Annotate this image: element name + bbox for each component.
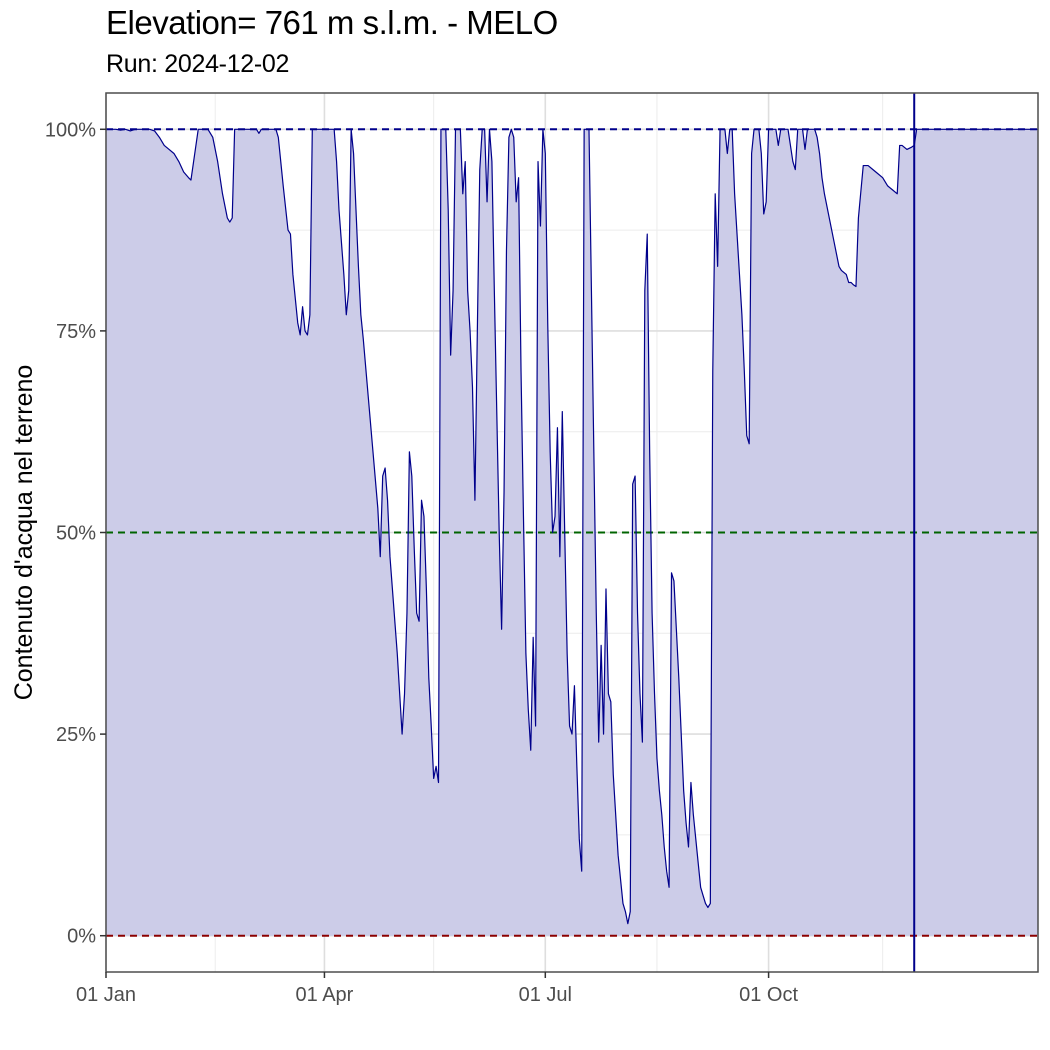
x-tick-label: 01 Jan: [76, 984, 136, 1006]
y-axis-label: Contenuto d'acqua nel terreno: [10, 365, 38, 701]
x-tick-label: 01 Oct: [739, 984, 798, 1006]
y-tick-label: 75%: [56, 321, 96, 343]
y-tick-label: 0%: [67, 926, 96, 948]
y-tick-label: 50%: [56, 523, 96, 545]
series-line: [106, 128, 1038, 925]
y-tick-label: 100%: [45, 119, 96, 141]
chart-title: Elevation= 761 m s.l.m. - MELO: [106, 4, 558, 41]
series-area-fill: [106, 129, 1038, 936]
y-tick-label: 25%: [56, 724, 96, 746]
chart-subtitle: Run: 2024-12-02: [106, 50, 290, 78]
x-tick-label: 01 Apr: [296, 984, 354, 1006]
x-tick-label: 01 Jul: [519, 984, 572, 1006]
